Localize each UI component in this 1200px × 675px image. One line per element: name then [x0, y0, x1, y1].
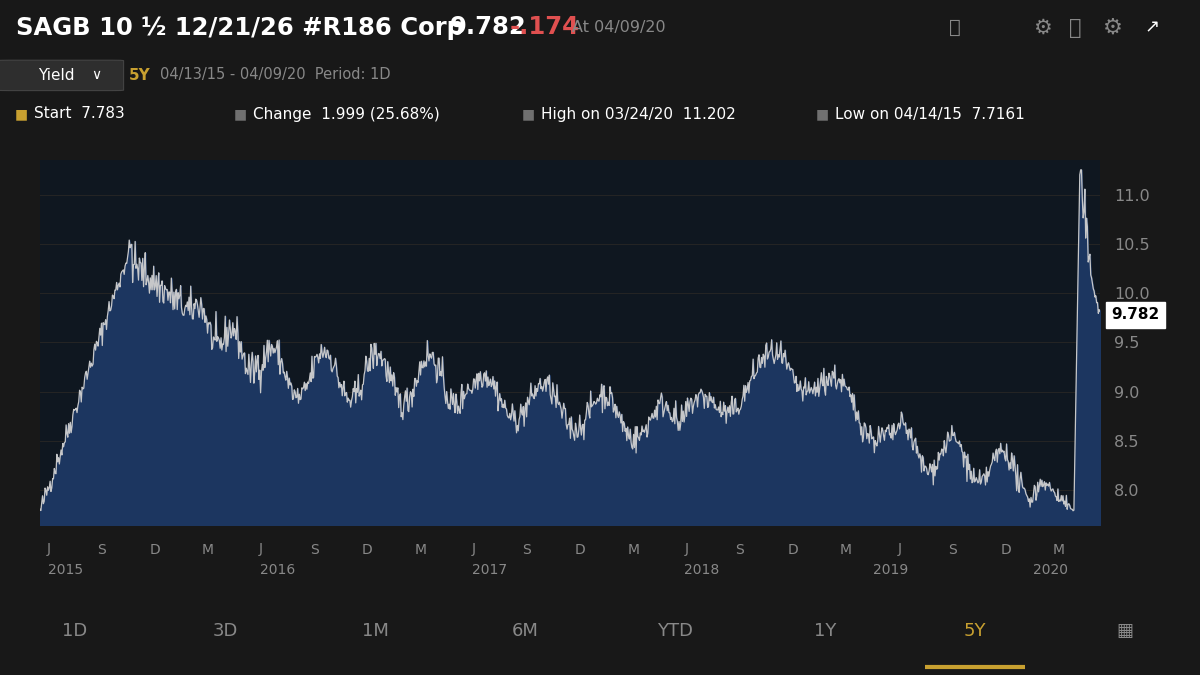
Text: ■: ■	[522, 107, 535, 121]
Text: D: D	[149, 543, 160, 556]
Text: S: S	[523, 543, 532, 556]
Text: M: M	[628, 543, 640, 556]
Text: SAGB 10 ½ 12/21/26 #R186 Corp: SAGB 10 ½ 12/21/26 #R186 Corp	[16, 16, 463, 40]
Text: 2019: 2019	[872, 564, 908, 578]
Text: 1M: 1M	[361, 622, 389, 640]
Text: ∨: ∨	[91, 68, 101, 82]
Text: J: J	[472, 543, 476, 556]
Text: Change  1.999 (25.68%): Change 1.999 (25.68%)	[253, 107, 440, 122]
FancyBboxPatch shape	[0, 60, 124, 90]
Text: J: J	[47, 543, 50, 556]
Text: ■: ■	[816, 107, 829, 121]
Text: 1Y: 1Y	[814, 622, 836, 640]
Text: 9.782: 9.782	[1111, 307, 1159, 322]
Text: -.174: -.174	[510, 16, 580, 40]
Text: J: J	[259, 543, 263, 556]
Text: M: M	[840, 543, 852, 556]
Text: Low on 04/14/15  7.7161: Low on 04/14/15 7.7161	[835, 107, 1025, 122]
Text: D: D	[362, 543, 373, 556]
Text: ■: ■	[14, 107, 28, 121]
Text: YTD: YTD	[658, 622, 694, 640]
Text: 9.782: 9.782	[450, 16, 527, 40]
Text: 1D: 1D	[62, 622, 88, 640]
Text: 6M: 6M	[511, 622, 539, 640]
Text: ⚙: ⚙	[1033, 18, 1052, 38]
Text: 2020: 2020	[1033, 564, 1068, 578]
Text: 5Y: 5Y	[964, 622, 986, 640]
Text: D: D	[575, 543, 586, 556]
Text: S: S	[97, 543, 106, 556]
Text: 5Y: 5Y	[128, 68, 150, 82]
Text: M: M	[202, 543, 214, 556]
Text: 3D: 3D	[212, 622, 238, 640]
Text: 2018: 2018	[684, 564, 719, 578]
Text: High on 03/24/20  11.202: High on 03/24/20 11.202	[541, 107, 736, 122]
Text: ⚙: ⚙	[1103, 18, 1122, 38]
Text: At 04/09/20: At 04/09/20	[572, 20, 666, 35]
Text: S: S	[736, 543, 744, 556]
Text: ↗: ↗	[1145, 18, 1160, 36]
Text: 2015: 2015	[48, 564, 83, 578]
Text: D: D	[787, 543, 798, 556]
Text: 🔍: 🔍	[1069, 18, 1081, 38]
Text: J: J	[684, 543, 689, 556]
Text: D: D	[1000, 543, 1010, 556]
Text: 04/13/15 - 04/09/20  Period: 1D: 04/13/15 - 04/09/20 Period: 1D	[160, 68, 390, 82]
Text: 2016: 2016	[260, 564, 295, 578]
Text: Start  7.783: Start 7.783	[34, 107, 125, 122]
Text: 🔍: 🔍	[949, 18, 961, 37]
Text: Yield: Yield	[38, 68, 74, 82]
Text: ■: ■	[234, 107, 247, 121]
Text: ▦: ▦	[1116, 622, 1134, 640]
Text: 2017: 2017	[472, 564, 508, 578]
Text: M: M	[415, 543, 427, 556]
Text: M: M	[1052, 543, 1064, 556]
Text: S: S	[948, 543, 956, 556]
Text: J: J	[898, 543, 901, 556]
Text: S: S	[310, 543, 319, 556]
